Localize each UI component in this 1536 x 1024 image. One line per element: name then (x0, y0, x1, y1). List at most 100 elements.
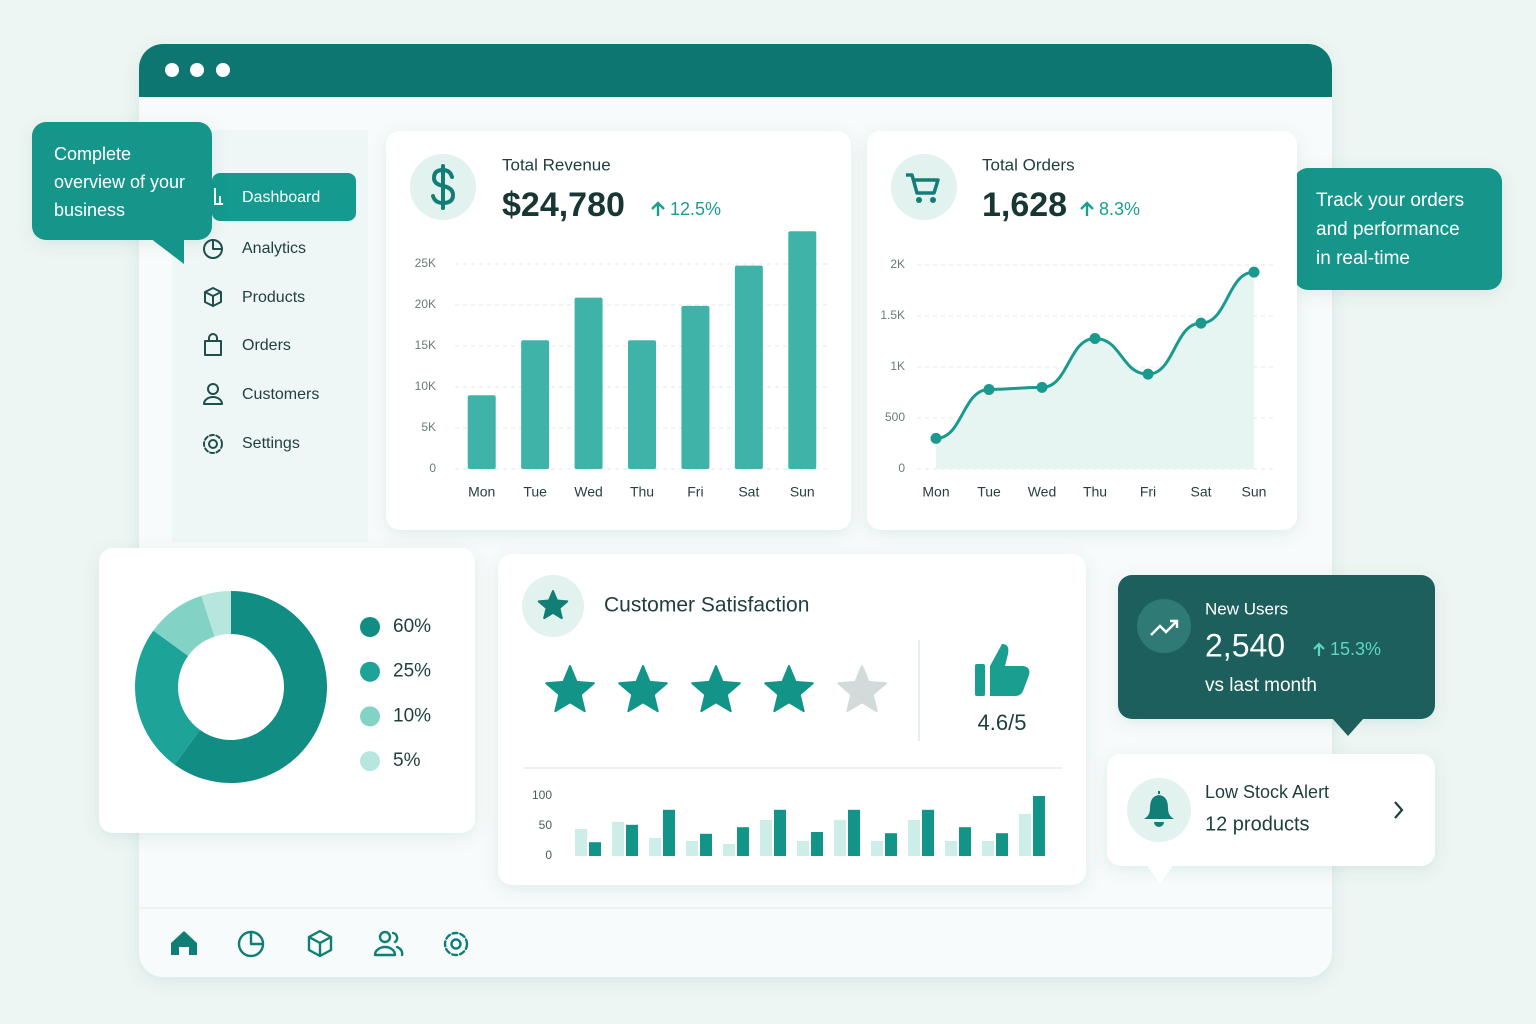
y-tick-label: 2K (890, 257, 905, 271)
dollar-icon (431, 164, 456, 210)
kpi-value: $24,780 (502, 186, 625, 224)
rating: 4.6/5 (978, 710, 1027, 735)
line-point (1036, 381, 1048, 393)
bar (663, 809, 675, 856)
kpi-note: vs last month (1205, 675, 1317, 696)
line-point (1248, 266, 1260, 278)
trend-icon (1150, 619, 1179, 636)
legend-label: 60% (393, 616, 431, 637)
y-tick-label: 1K (890, 359, 905, 373)
bar (521, 340, 550, 469)
up-arrow (651, 201, 665, 216)
window-dot (190, 63, 204, 77)
sidebar-item[interactable]: Dashboard (242, 189, 320, 206)
card-title: Total Revenue (502, 155, 611, 174)
satisfaction-card (498, 554, 1086, 885)
kpi-value: 12 products (1205, 813, 1310, 835)
kpi-change: 12.5% (670, 199, 721, 219)
sidebar-item[interactable]: Products (242, 289, 305, 306)
bar (908, 820, 920, 856)
line-point (1195, 317, 1207, 329)
x-tick-label: Tue (523, 484, 547, 500)
callout-text: Track your orders (1316, 190, 1464, 211)
kpi-change: 8.3% (1099, 199, 1140, 219)
x-tick-label: Sat (1190, 484, 1211, 500)
sidebar-item[interactable]: Analytics (242, 240, 306, 257)
up-arrow (1080, 201, 1094, 216)
bar (681, 305, 710, 469)
legend-label: 25% (393, 661, 431, 682)
bar (788, 231, 817, 469)
callout-text: business (54, 200, 125, 220)
nav-home[interactable] (171, 931, 197, 955)
thumb-icon (975, 644, 1030, 696)
x-tick-label: Sun (1242, 484, 1267, 500)
title-bar (139, 44, 1332, 97)
low-stock-card[interactable] (1107, 754, 1435, 866)
callout-tail (150, 238, 184, 264)
cart-icon (906, 173, 940, 203)
donut-segment (174, 591, 327, 784)
kpi-value: 2,540 (1205, 627, 1285, 663)
nav-settings[interactable] (443, 931, 469, 957)
bar (982, 841, 994, 856)
y-tick-label: 15K (415, 338, 436, 352)
star (545, 665, 595, 713)
x-tick-label: Tue (977, 484, 1001, 500)
x-tick-label: Sat (738, 484, 759, 500)
x-tick-label: Thu (1083, 484, 1107, 500)
legend-label: 10% (393, 705, 431, 726)
callout-text: and performance (1316, 219, 1460, 240)
legend-label: 5% (393, 750, 421, 771)
nav-analytics[interactable] (237, 930, 265, 958)
donut-segment (201, 591, 231, 637)
bell-icon (1144, 791, 1174, 827)
sidebar-item[interactable]: Customers (242, 386, 319, 403)
nav-products[interactable] (307, 929, 333, 958)
bar (589, 842, 601, 856)
y-tick-label: 500 (885, 410, 905, 424)
bar (996, 833, 1008, 856)
callout-text: in real-time (1316, 248, 1410, 269)
bar (626, 824, 638, 856)
bar (467, 395, 496, 469)
y-tick-label: 10K (415, 379, 436, 393)
bar (649, 838, 661, 856)
sidebar-item[interactable]: Orders (242, 337, 291, 354)
bar (574, 297, 603, 469)
x-tick-label: Mon (468, 484, 495, 500)
new-users-card (1118, 575, 1435, 719)
bar (945, 841, 957, 856)
x-tick-label: Wed (574, 484, 603, 500)
bar (922, 809, 934, 856)
sidebar-active[interactable] (212, 173, 356, 221)
y-tick-label: 0 (429, 461, 436, 475)
sidebar-item[interactable]: Settings (242, 435, 300, 452)
bar (811, 832, 823, 856)
bar (1033, 796, 1045, 856)
legend-swatch (360, 706, 380, 727)
donut-segment (153, 595, 215, 656)
line-point (983, 383, 995, 395)
bar (774, 809, 786, 856)
legend-swatch (360, 617, 380, 637)
x-tick-label: Fri (1140, 484, 1156, 500)
y-tick-label: 5K (421, 420, 436, 434)
bar (848, 809, 860, 856)
line-point (930, 432, 942, 444)
y-tick-label: 50 (539, 818, 553, 832)
bar (737, 827, 749, 856)
nav-customers[interactable] (373, 930, 404, 957)
callout (1294, 168, 1502, 290)
bar (1019, 814, 1031, 856)
line-point (1142, 368, 1154, 380)
card-title: Total Orders (982, 155, 1075, 174)
chevron[interactable] (1394, 801, 1404, 819)
sidebar-icons (203, 188, 223, 454)
y-tick-label: 1.5K (880, 308, 905, 322)
x-tick-label: Sun (790, 484, 815, 500)
callout-text: overview of your (54, 172, 185, 192)
bar (628, 340, 656, 469)
card-title: New Users (1205, 599, 1288, 618)
card-title: Low Stock Alert (1205, 782, 1329, 802)
